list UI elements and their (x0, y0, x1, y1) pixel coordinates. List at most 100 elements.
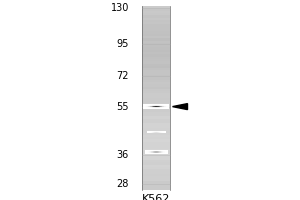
Bar (152, 107, 153, 108)
Bar (148, 105, 149, 106)
Bar (167, 105, 169, 106)
Bar (150, 151, 151, 152)
Bar (160, 105, 161, 106)
Bar (156, 150, 157, 151)
Bar (164, 132, 165, 133)
Bar (142, 180, 170, 183)
Bar (154, 132, 155, 133)
Bar (166, 153, 167, 154)
Bar (157, 151, 158, 152)
Bar (147, 151, 148, 152)
Bar (159, 107, 160, 108)
Bar (162, 106, 163, 107)
Bar (154, 132, 155, 133)
Bar (158, 150, 159, 151)
Bar (166, 152, 167, 153)
Bar (154, 106, 155, 107)
Bar (168, 105, 169, 106)
Bar (154, 131, 155, 132)
Bar (159, 104, 160, 105)
Bar (164, 153, 165, 154)
Bar (155, 105, 156, 106)
Bar (142, 164, 170, 167)
Bar (161, 151, 162, 152)
Bar (145, 107, 146, 108)
Bar (153, 132, 154, 133)
Bar (150, 151, 151, 152)
Bar (153, 106, 154, 107)
Bar (153, 151, 154, 152)
Bar (147, 131, 148, 132)
Bar (167, 106, 168, 107)
Bar (155, 131, 156, 132)
Bar (158, 150, 159, 151)
Bar (143, 106, 144, 107)
Bar (160, 151, 161, 152)
Bar (149, 153, 150, 154)
Bar (165, 153, 166, 154)
Bar (151, 105, 152, 106)
Bar (163, 153, 164, 154)
Bar (158, 107, 159, 108)
Bar (164, 107, 165, 108)
Bar (151, 151, 152, 152)
Bar (158, 152, 159, 153)
Bar (146, 152, 147, 153)
Bar (157, 105, 158, 106)
Bar (160, 152, 161, 153)
Bar (163, 150, 164, 151)
Bar (148, 106, 149, 107)
Bar (157, 152, 158, 153)
Bar (148, 107, 149, 108)
Bar (160, 131, 161, 132)
Bar (145, 108, 146, 109)
Bar (148, 104, 149, 105)
Bar (155, 152, 156, 153)
Bar (145, 107, 146, 108)
Bar (161, 152, 162, 153)
Bar (158, 106, 159, 107)
Bar (150, 131, 151, 132)
Bar (157, 152, 158, 153)
Bar (160, 153, 161, 154)
Bar (156, 132, 157, 133)
Bar (166, 153, 167, 154)
Bar (142, 128, 170, 130)
Bar (143, 107, 144, 108)
Bar (151, 132, 152, 133)
Bar (150, 104, 151, 105)
Bar (149, 150, 150, 151)
Bar (149, 106, 150, 107)
Bar (149, 150, 150, 151)
Bar (148, 150, 149, 151)
Bar (152, 131, 153, 132)
Bar (147, 131, 148, 132)
Bar (152, 150, 153, 151)
Bar (167, 108, 169, 109)
Bar (142, 26, 170, 29)
Bar (148, 153, 149, 154)
Bar (160, 152, 161, 153)
Bar (150, 151, 151, 152)
Bar (159, 131, 160, 132)
Bar (147, 105, 148, 106)
Bar (151, 152, 152, 153)
Bar (145, 150, 146, 151)
Bar (165, 131, 166, 132)
Bar (158, 150, 159, 151)
Bar (145, 151, 146, 152)
Bar (148, 151, 149, 152)
Bar (142, 118, 170, 121)
Bar (152, 108, 153, 109)
Bar (142, 68, 170, 70)
Bar (145, 106, 146, 107)
Bar (142, 102, 170, 105)
Bar (142, 63, 170, 66)
Bar (148, 132, 149, 133)
Bar (163, 105, 164, 106)
Bar (158, 131, 159, 132)
Bar (164, 153, 165, 154)
Bar (157, 151, 158, 152)
Bar (164, 132, 165, 133)
Bar (165, 132, 166, 133)
